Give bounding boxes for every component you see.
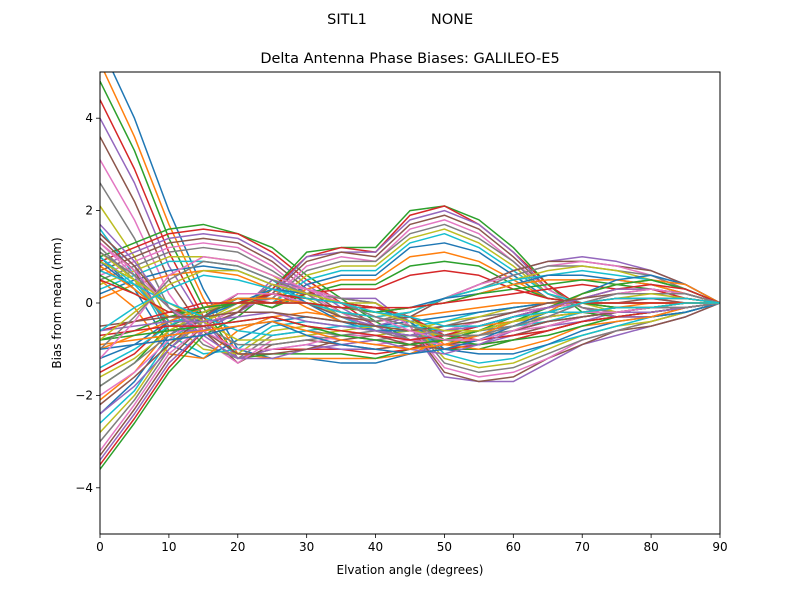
series-line-65 [100, 288, 720, 337]
y-tick-label: 4 [85, 111, 93, 125]
series-line-61 [100, 274, 720, 355]
x-tick-label: 40 [368, 540, 383, 554]
x-axis-ticks: 0 10 20 30 40 50 60 70 80 90 [96, 534, 728, 554]
y-axis-ticks: −4 −2 0 2 4 [75, 111, 100, 495]
figure-suptitle-antenna: NONE [431, 12, 473, 28]
y-tick-label: −2 [75, 388, 93, 402]
x-tick-label: 50 [437, 540, 452, 554]
figure-suptitle-station: SITL1 [327, 12, 367, 28]
y-axis-label: Bias from mean (mm) [50, 237, 64, 368]
chart-title: Delta Antenna Phase Biases: GALILEO-E5 [260, 51, 559, 67]
x-tick-label: 90 [712, 540, 727, 554]
x-tick-label: 80 [643, 540, 658, 554]
x-tick-label: 60 [506, 540, 521, 554]
x-axis-label: Elvation angle (degrees) [337, 563, 484, 577]
y-tick-label: 0 [85, 296, 93, 310]
series-line-68 [100, 260, 720, 350]
x-tick-label: 10 [161, 540, 176, 554]
y-tick-label: 2 [85, 204, 93, 218]
series-line-70 [100, 274, 720, 332]
x-tick-label: 0 [96, 540, 104, 554]
plot-lines [100, 72, 720, 470]
x-tick-label: 70 [575, 540, 590, 554]
y-tick-label: −4 [75, 481, 93, 495]
x-tick-label: 20 [230, 540, 245, 554]
x-tick-label: 30 [299, 540, 314, 554]
